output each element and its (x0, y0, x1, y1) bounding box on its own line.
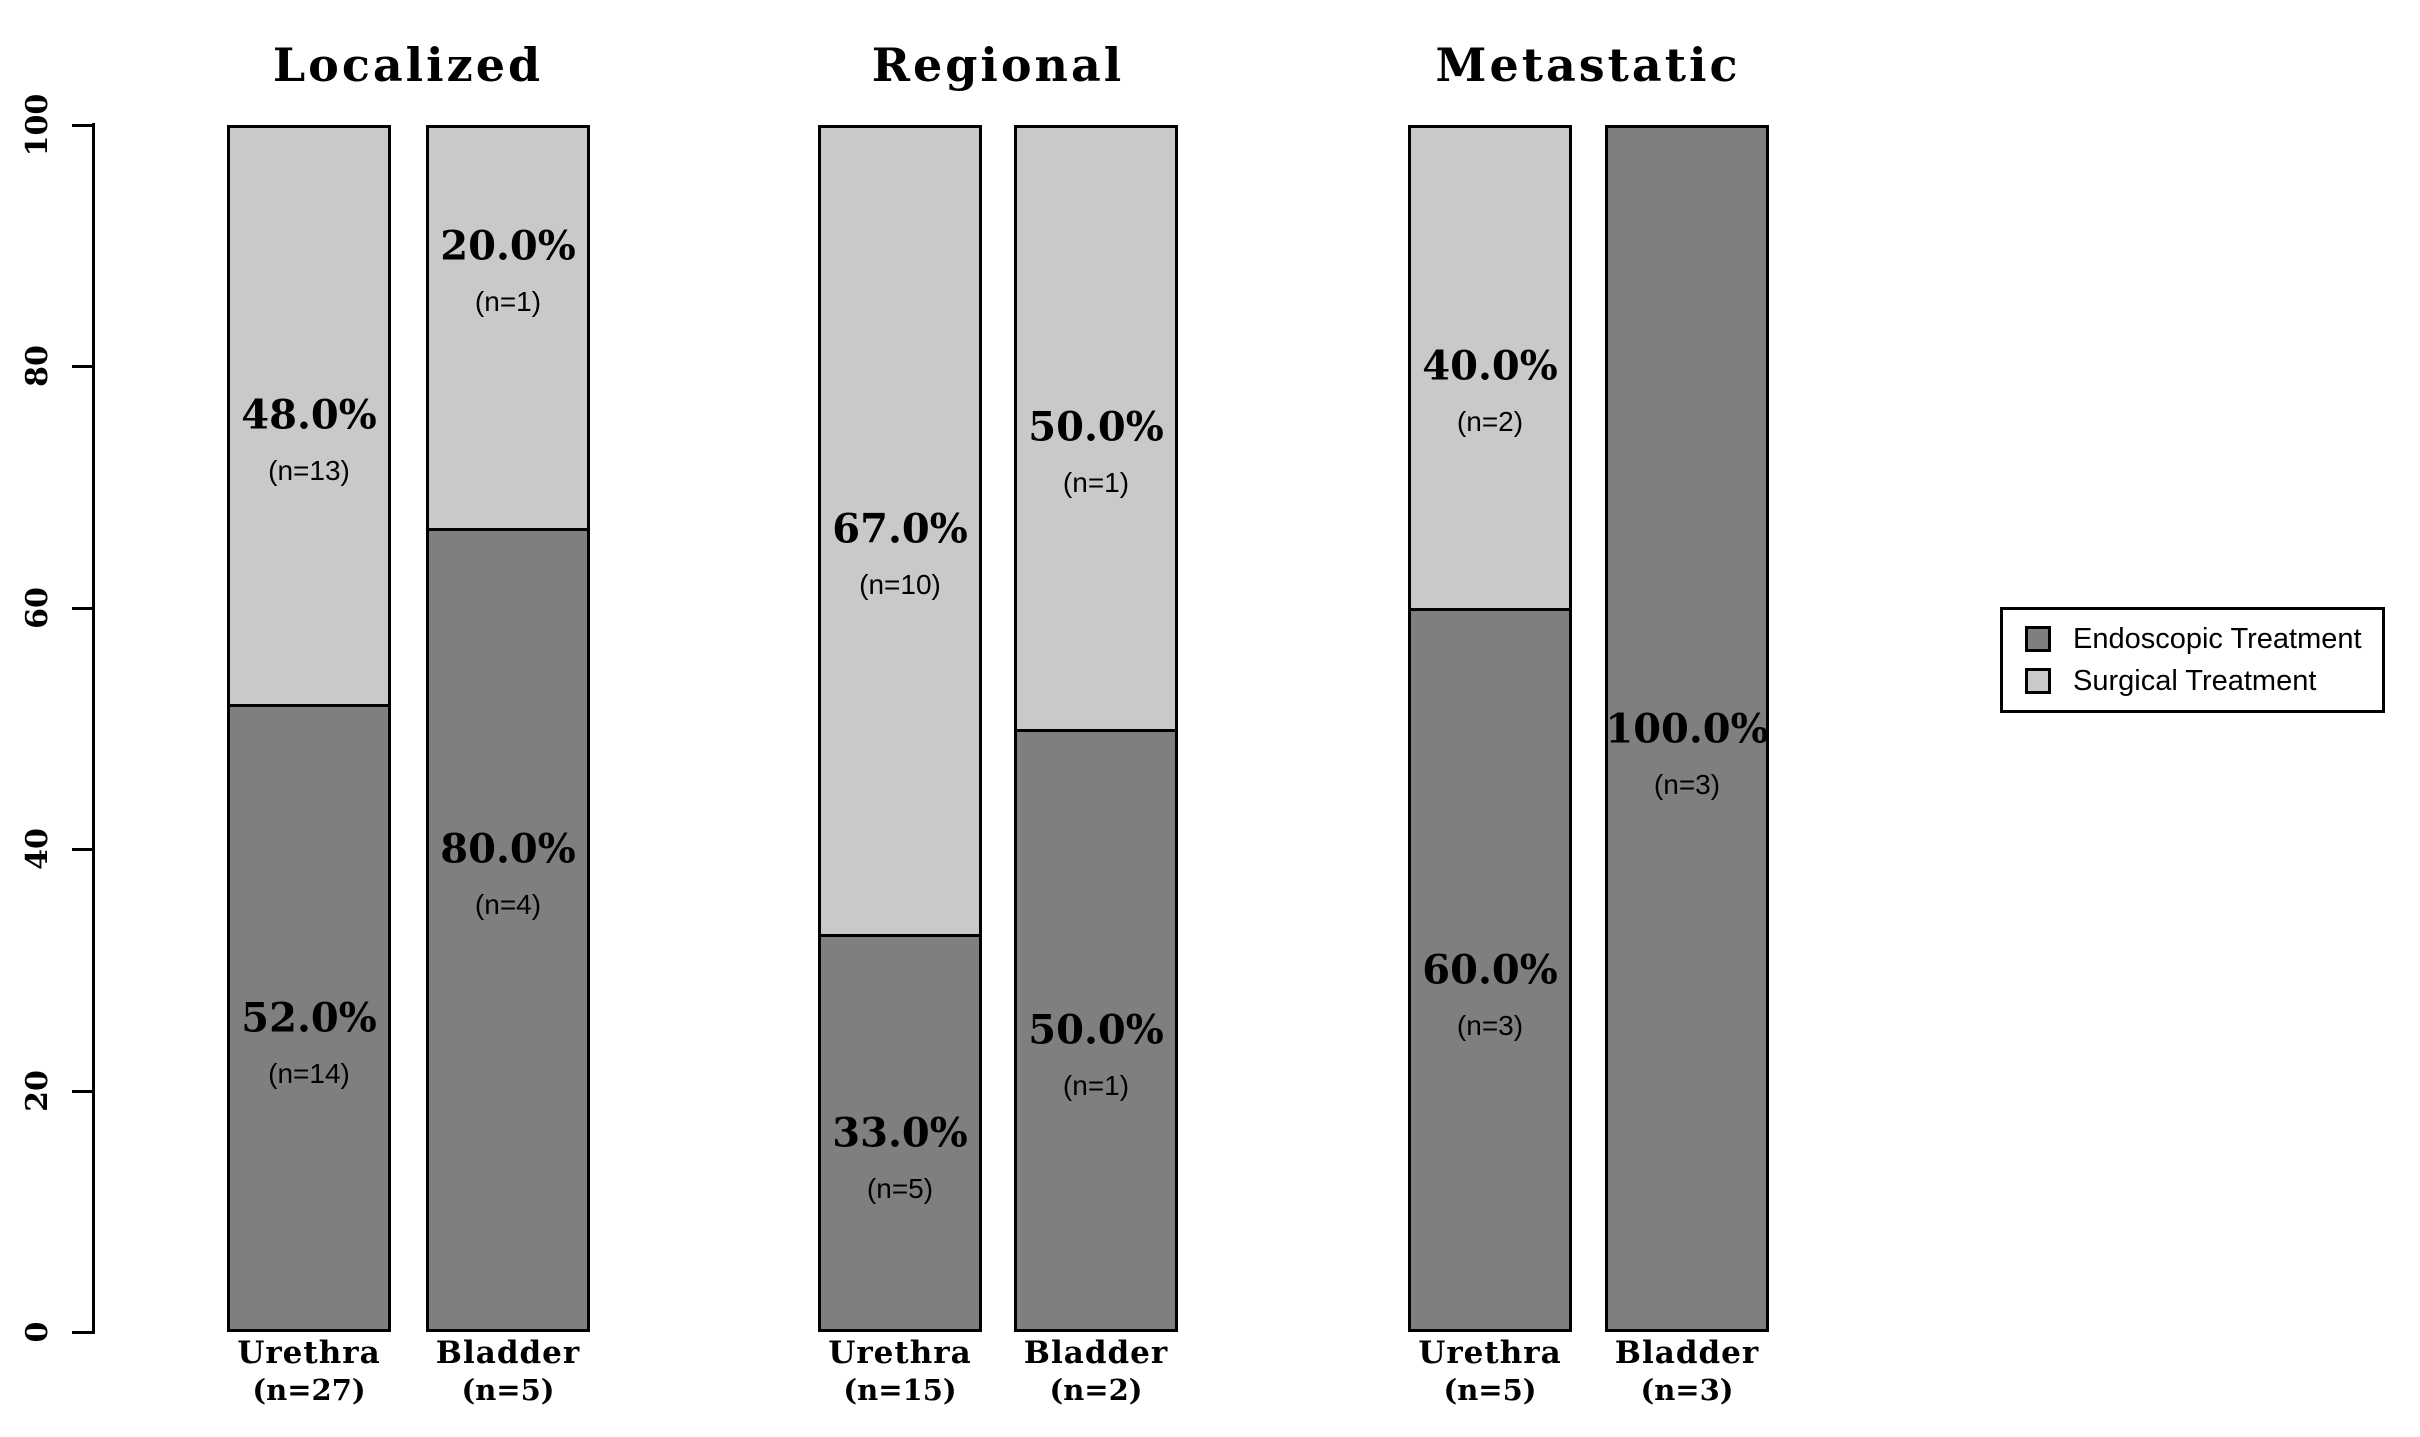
surgical-n-label: (n=13) (268, 454, 350, 486)
endoscopic-pct-label: 60.0% (1422, 946, 1558, 994)
x-axis-category-label: Urethra (828, 1335, 972, 1371)
y-tick (72, 606, 92, 610)
endoscopic-n-label: (n=4) (474, 889, 542, 921)
bar-segment-surgical (818, 125, 982, 934)
endoscopic-swatch-icon (2025, 626, 2051, 652)
surgical-pct-label: 50.0% (1028, 403, 1164, 451)
legend-item-surgical: Surgical Treatment (2025, 665, 2382, 698)
x-axis-n-label: (n=27) (252, 1373, 366, 1407)
endoscopic-n-label: (n=5) (866, 1172, 934, 1204)
y-tick-label: 60 (20, 586, 55, 629)
x-axis-category-label: Bladder (1614, 1335, 1760, 1371)
bar-segment-surgical (227, 125, 391, 705)
bar-segment-surgical (426, 125, 590, 529)
surgical-pct-label: 40.0% (1422, 342, 1558, 390)
y-axis-line (92, 123, 95, 1334)
surgical-n-label: (n=1) (474, 285, 542, 317)
bar-segment-endoscopic (227, 704, 391, 1332)
group-title: Regional (871, 38, 1125, 92)
x-axis-n-label: (n=5) (1443, 1373, 1537, 1407)
bar-segment-endoscopic (1014, 728, 1178, 1332)
bar-segment-surgical (1408, 125, 1572, 608)
legend-label: Surgical Treatment (2073, 664, 2317, 697)
y-tick-label: 0 (20, 1321, 55, 1343)
group-title: Metastatic (1435, 38, 1741, 92)
surgical-n-label: (n=1) (1062, 466, 1130, 498)
surgical-n-label: (n=2) (1456, 406, 1524, 438)
legend-item-endoscopic: Endoscopic Treatment (2025, 623, 2382, 656)
endoscopic-n-label: (n=3) (1456, 1009, 1524, 1041)
y-tick (72, 124, 92, 127)
y-tick (72, 1089, 92, 1093)
y-tick-label: 40 (20, 828, 55, 871)
legend-label: Endoscopic Treatment (2073, 622, 2362, 655)
x-axis-n-label: (n=2) (1049, 1373, 1143, 1407)
surgical-pct-label: 67.0% (832, 505, 968, 553)
endoscopic-pct-label: 80.0% (440, 825, 576, 873)
x-axis-category-label: Bladder (435, 1335, 581, 1371)
legend: Endoscopic Treatment Surgical Treatment (2000, 607, 2385, 713)
x-axis-category-label: Urethra (237, 1335, 381, 1371)
group-title: Localized (272, 38, 544, 92)
y-tick (72, 1331, 92, 1334)
y-tick-label: 20 (20, 1069, 55, 1112)
endoscopic-pct-label: 100.0% (1605, 705, 1769, 752)
surgical-pct-label: 48.0% (241, 391, 377, 439)
endoscopic-n-label: (n=1) (1062, 1070, 1130, 1102)
y-tick-label: 100 (20, 93, 55, 157)
bar-segment-endoscopic (1408, 607, 1572, 1332)
endoscopic-n-label: (n=3) (1653, 768, 1721, 800)
surgical-swatch-icon (2025, 668, 2051, 694)
endoscopic-pct-label: 52.0% (241, 994, 377, 1042)
x-axis-category-label: Urethra (1418, 1335, 1562, 1371)
surgical-n-label: (n=10) (859, 569, 941, 601)
y-tick (72, 848, 92, 852)
bar-segment-surgical (1014, 125, 1178, 729)
bar-segment-endoscopic (1605, 125, 1769, 1332)
bar-segment-endoscopic (818, 933, 982, 1332)
y-tick-label: 80 (20, 345, 55, 388)
x-axis-n-label: (n=3) (1640, 1373, 1734, 1407)
endoscopic-pct-label: 50.0% (1028, 1006, 1164, 1054)
x-axis-n-label: (n=5) (461, 1373, 555, 1407)
x-axis-category-label: Bladder (1023, 1335, 1169, 1371)
surgical-pct-label: 20.0% (440, 222, 576, 270)
bar-segment-endoscopic (426, 528, 590, 1332)
y-tick (72, 365, 92, 369)
x-axis-n-label: (n=15) (843, 1373, 957, 1407)
endoscopic-pct-label: 33.0% (832, 1109, 968, 1157)
endoscopic-n-label: (n=14) (268, 1058, 350, 1090)
